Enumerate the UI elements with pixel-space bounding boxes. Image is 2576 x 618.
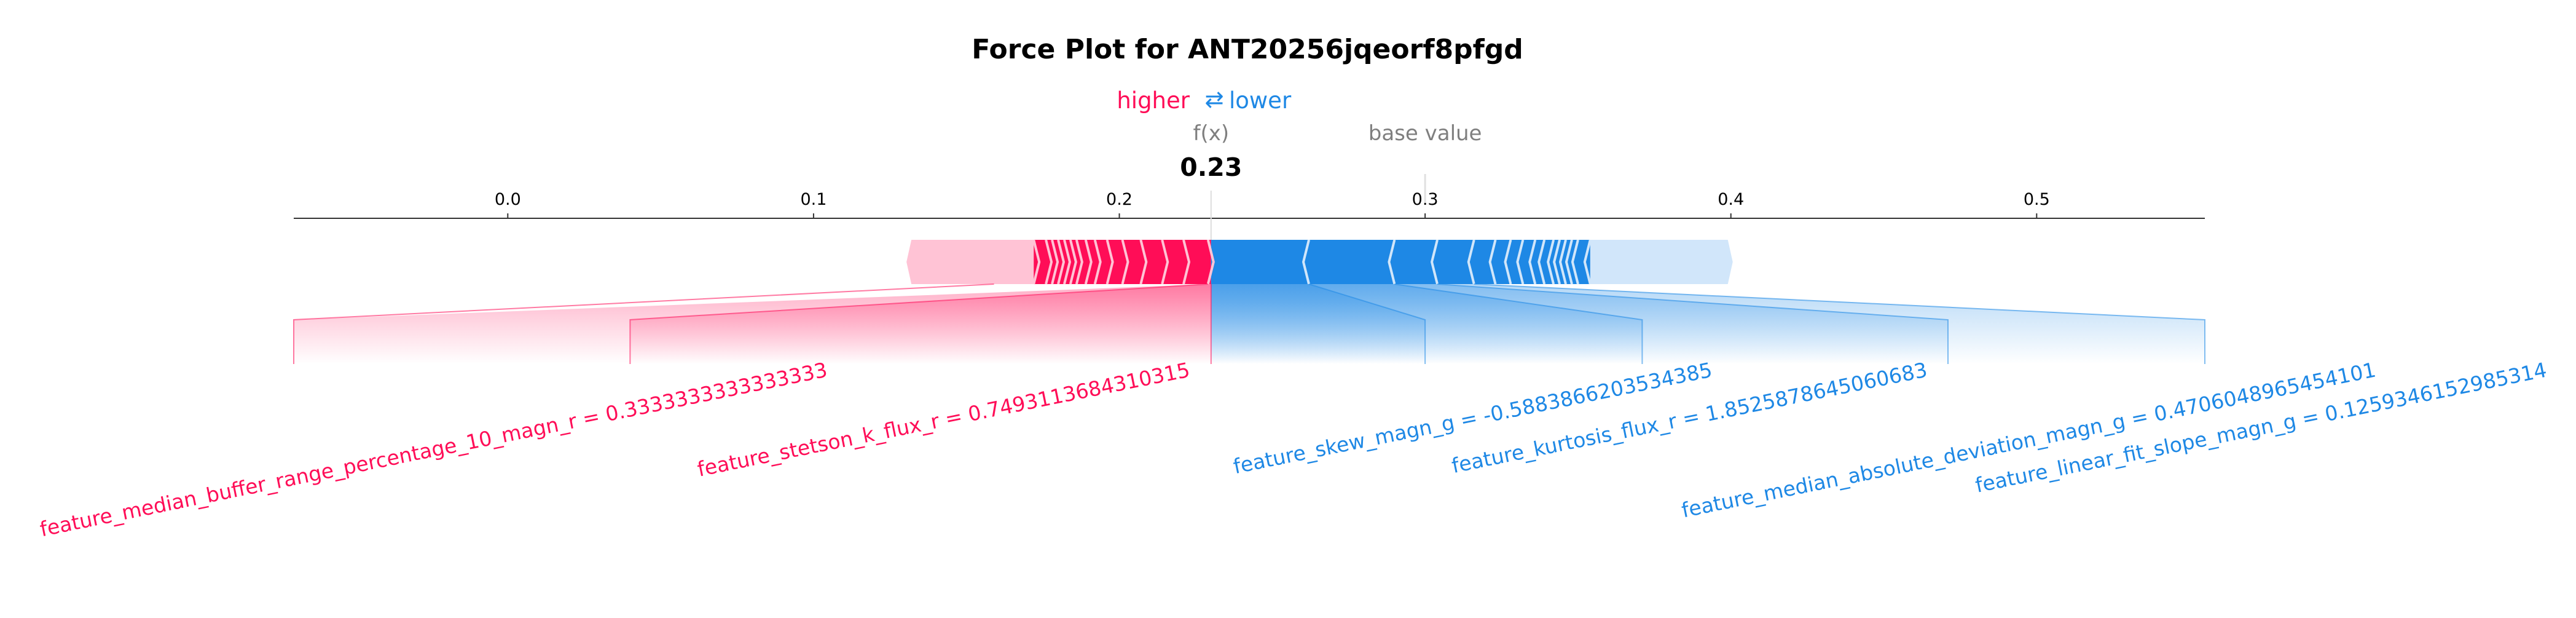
negative-tail-region: [1590, 240, 1733, 284]
negative-segment-boundary: [1553, 239, 1561, 285]
positive-segment-boundary: [1093, 239, 1102, 285]
legend-lower: lower: [1229, 87, 1292, 114]
positive-segment-boundary: [1139, 239, 1148, 285]
positive-connector-fill: [630, 284, 1211, 364]
legend-arrows-icon: ⇄: [1204, 86, 1223, 113]
negative-segment-boundary: [1302, 239, 1310, 285]
x-tick-label: 0.0: [495, 190, 521, 209]
negative-segment-boundary: [1571, 239, 1579, 285]
positive-feature-label: feature_median_buffer_range_percentage_1…: [38, 358, 830, 542]
chart-title: Force Plot for ANT20256jqeorf8pfgd: [972, 34, 1523, 65]
positive-tail-region: [906, 240, 1034, 284]
negative-feature-label: feature_median_absolute_deviation_magn_g…: [1679, 358, 2378, 523]
negative-segment-boundary: [1565, 239, 1573, 285]
negative-segment-boundary: [1558, 239, 1567, 285]
fx-label: f(x): [1193, 121, 1229, 146]
positive-segment-boundary: [1045, 239, 1053, 285]
negative-segment-boundary: [1528, 239, 1537, 285]
positive-segment-boundary: [1057, 239, 1066, 285]
legend: higher ⇄ lower: [1117, 86, 1292, 114]
x-axis: 0.0 0.1 0.2 0.3 0.4 0.5: [294, 190, 2205, 219]
x-tick-label: 0.2: [1106, 190, 1133, 209]
negative-segment-boundary: [1430, 239, 1439, 285]
negative-segment-boundary: [1537, 239, 1546, 285]
base-value-label: base value: [1368, 121, 1482, 146]
negative-segment-boundary: [1388, 239, 1396, 285]
force-marks: feature_median_buffer_range_percentage_1…: [38, 174, 2549, 541]
positive-segment-boundary: [1075, 239, 1083, 285]
positive-segment-boundary: [1105, 239, 1114, 285]
positive-segment-boundary: [1121, 239, 1129, 285]
positive-segment-boundary: [1051, 239, 1059, 285]
negative-segment-boundary: [1583, 239, 1592, 285]
negative-force-bar: [1211, 240, 1590, 284]
negative-segment-boundary: [1488, 239, 1497, 285]
positive-segment-boundary: [1206, 239, 1215, 285]
legend-higher: higher: [1117, 87, 1190, 114]
positive-segment-boundary: [1084, 239, 1093, 285]
negative-segment-boundary: [1467, 239, 1475, 285]
negative-connector-fill: [1211, 284, 2205, 364]
fx-value: 0.23: [1180, 153, 1242, 182]
negative-connector-line: [1474, 283, 2205, 364]
positive-segment-boundary: [1182, 239, 1191, 285]
positive-segment-boundary: [1161, 239, 1169, 285]
positive-segment-boundary: [1032, 239, 1041, 285]
x-tick-label: 0.5: [2024, 190, 2050, 209]
positive-connector-line: [293, 283, 994, 364]
negative-segment-boundary: [1516, 239, 1525, 285]
x-tick-label: 0.4: [1718, 190, 1744, 209]
x-tick-label: 0.1: [800, 190, 827, 209]
positive-segment-boundary: [1063, 239, 1072, 285]
negative-segment-boundary: [1504, 239, 1512, 285]
positive-segment-boundary: [1069, 239, 1077, 285]
negative-segment-boundary: [1547, 239, 1555, 285]
positive-connector-line: [629, 283, 1208, 364]
